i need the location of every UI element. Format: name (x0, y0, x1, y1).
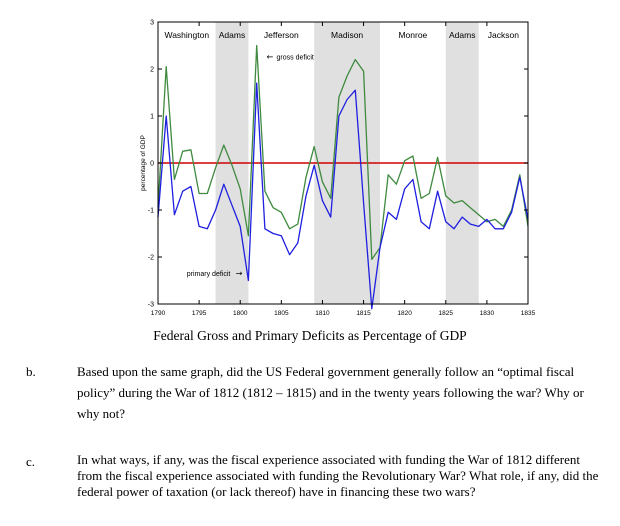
president-label: Adams (449, 30, 475, 40)
x-tick-label: 1825 (439, 310, 454, 317)
question-b-letter: b. (26, 364, 36, 379)
x-tick-label: 1805 (274, 310, 289, 317)
x-tick-label: 1820 (397, 310, 412, 317)
president-label: Jefferson (264, 30, 299, 40)
question-c-text: In what ways, if any, was the fiscal exp… (77, 452, 599, 499)
x-tick-label: 1810 (315, 310, 330, 317)
y-tick-label: -1 (148, 208, 154, 215)
x-tick-label: 1815 (356, 310, 371, 317)
series-line-gross-deficit (157, 44, 529, 261)
series-line-primary-deficit (157, 82, 529, 310)
x-tick-label: 1800 (233, 310, 248, 317)
president-label: Monroe (398, 30, 427, 40)
y-axis-label: percentage of GDP (140, 135, 147, 191)
y-tick-label: 3 (150, 20, 154, 27)
chart: Washington Adams Jefferson Madison Monroe Ada… (140, 20, 536, 318)
x-tick-label: 1790 (151, 310, 166, 317)
x-tick-label: 1795 (192, 310, 207, 317)
y-tick-label: -3 (148, 302, 154, 309)
chart-caption: Federal Gross and Primary Deficits as Pe… (153, 328, 467, 343)
y-tick-label: 0 (150, 161, 154, 168)
chart-svg: Washington Adams Jefferson Madison Monroe Ada… (140, 20, 536, 318)
x-tick-label: 1830 (480, 310, 495, 317)
annotation-label: gross deficit (277, 55, 314, 62)
annotation-arrow: → (236, 269, 243, 278)
y-tick-label: 1 (150, 114, 154, 121)
annotation-arrow: ← (267, 53, 274, 62)
y-tick-label: -2 (148, 255, 154, 262)
y-tick-label: 2 (150, 67, 154, 74)
annotation-label: primary deficit (187, 271, 231, 278)
president-label: Jackson (488, 30, 519, 40)
question-b-text: Based upon the same graph, did the US Fe… (77, 364, 584, 421)
question-c-letter: c. (26, 454, 36, 469)
president-label: Madison (331, 30, 363, 40)
president-label: Adams (219, 30, 245, 40)
x-tick-label: 1835 (521, 310, 536, 317)
president-label: Washington (164, 30, 209, 40)
